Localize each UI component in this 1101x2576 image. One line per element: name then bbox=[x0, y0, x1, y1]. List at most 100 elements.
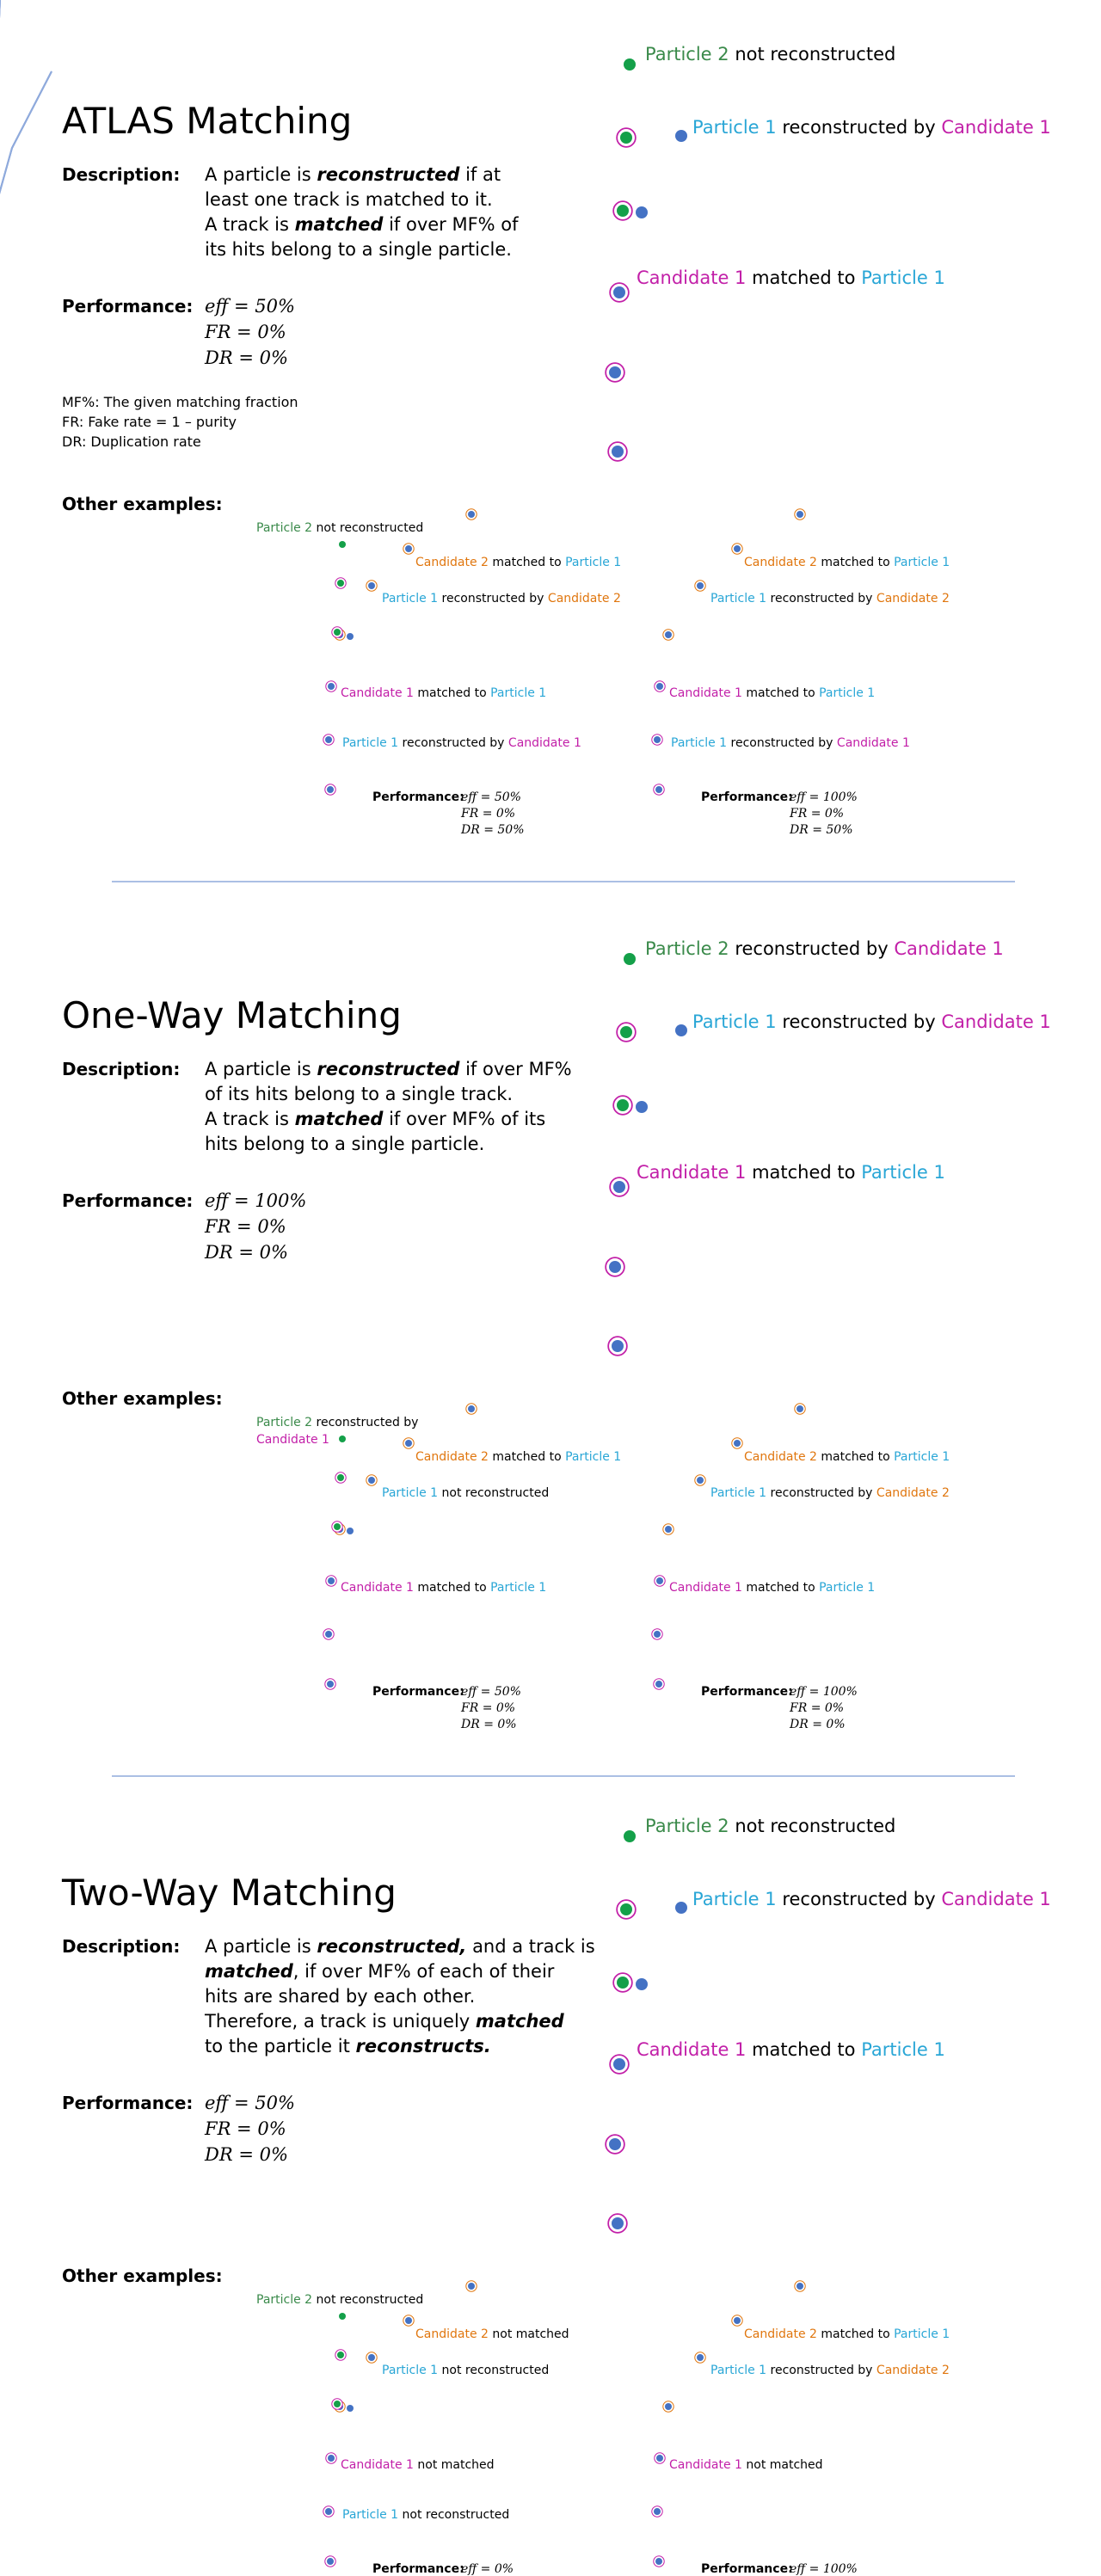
label-candidate-2: Candidate 2 bbox=[744, 556, 817, 569]
section-3: Two-Way Matching Description: A particle i… bbox=[0, 0, 1051, 2576]
label-reconstructed-by: reconstructed by bbox=[766, 2364, 872, 2377]
label-candidate-2: Candidate 2 bbox=[872, 592, 949, 606]
blue-hit bbox=[612, 1340, 624, 1352]
blue-hit bbox=[697, 2354, 704, 2361]
blue-hit bbox=[609, 1261, 621, 1273]
plain-text: its hits belong to a single particle. bbox=[205, 239, 512, 260]
example-label: Candidate 2 matched to Particle 1 bbox=[744, 2327, 950, 2341]
example-performance-metric-line: FR = 0% bbox=[460, 1701, 515, 1715]
blue-hit bbox=[327, 2558, 334, 2565]
label-candidate-2: Candidate 2 bbox=[415, 1450, 489, 1464]
plain-text: if over MF% of its bbox=[383, 1109, 545, 1129]
label-candidate-2: Candidate 2 bbox=[872, 1486, 949, 1500]
label-particle-1: Particle 1 bbox=[856, 2039, 945, 2060]
footnote: MF%: The given matching fraction bbox=[62, 394, 298, 410]
example-performance-metric-line: DR = 0% bbox=[460, 1718, 517, 1731]
example-performance-metric-line: DR = 50% bbox=[460, 823, 525, 837]
performance-metric-line: DR = 0% bbox=[204, 1242, 288, 1263]
example-performance-metric-line: eff = 50% bbox=[461, 1685, 521, 1699]
blue-hit bbox=[612, 446, 624, 458]
label-not-matched: not matched bbox=[742, 2458, 823, 2472]
blue-hit bbox=[734, 545, 741, 552]
label-candidate-1: Candidate 1 bbox=[936, 1011, 1051, 1032]
label-candidate-2: Candidate 2 bbox=[415, 556, 489, 569]
blue-hit bbox=[468, 2283, 475, 2290]
example-label: Particle 1 not reconstructed bbox=[382, 1486, 549, 1500]
section-title: Two-Way Matching bbox=[61, 1872, 397, 1914]
blue-hit bbox=[327, 786, 334, 793]
green-hit bbox=[624, 953, 636, 965]
plain-text: if over MF% bbox=[459, 1059, 571, 1079]
blue-hit bbox=[636, 206, 648, 218]
example-label: Particle 1 reconstructed by Candidate 2 bbox=[710, 1486, 950, 1500]
label-particle-1: Particle 1 bbox=[890, 1450, 950, 1464]
blue-hit bbox=[468, 511, 475, 518]
label-particle-1: Particle 1 bbox=[382, 592, 438, 606]
emphasis-text: reconstructed bbox=[317, 1059, 460, 1079]
label-candidate-1: Candidate 1 bbox=[936, 117, 1051, 138]
section-title: ATLAS Matching bbox=[62, 100, 352, 142]
label-candidate-1: Candidate 1 bbox=[637, 1162, 746, 1183]
other-examples-label: Other examples: bbox=[62, 1388, 223, 1409]
performance-label: Performance: bbox=[62, 2093, 193, 2113]
label-particle-1: Particle 1 bbox=[692, 1011, 777, 1032]
example-performance-metric-line: eff = 100% bbox=[790, 790, 858, 804]
label-particle-1: Particle 1 bbox=[382, 1486, 438, 1500]
blue-hit bbox=[654, 1631, 661, 1638]
blue-hit bbox=[368, 2354, 375, 2361]
label-particle-1: Particle 1 bbox=[382, 2364, 438, 2377]
label-candidate-2: Candidate 2 bbox=[544, 592, 620, 606]
label-not-reconstructed: not reconstructed bbox=[729, 44, 896, 65]
green-hit bbox=[337, 2352, 344, 2358]
label-particle-1: Particle 1 bbox=[342, 2508, 398, 2522]
example-label: Particle 2 not reconstructed bbox=[256, 521, 423, 535]
blue-hit bbox=[665, 631, 672, 638]
label-candidate-1: Candidate 1 bbox=[889, 938, 1004, 959]
performance-metric-line: DR = 0% bbox=[204, 347, 288, 368]
label-particle-1: Particle 1 bbox=[562, 1450, 622, 1464]
main-label: Candidate 1 matched to Particle 1 bbox=[637, 2039, 945, 2060]
green-hit bbox=[337, 580, 344, 587]
blue-hit bbox=[405, 545, 412, 552]
performance-metric-line: DR = 0% bbox=[204, 2144, 288, 2165]
description-line: Therefore, a track is uniquely matched bbox=[204, 2011, 565, 2032]
description-line: hits are shared by each other. bbox=[205, 1986, 475, 2007]
label-not-reconstructed: not reconstructed bbox=[312, 521, 423, 535]
plain-text: hits belong to a single particle. bbox=[205, 1134, 484, 1154]
blue-hit bbox=[609, 2138, 621, 2150]
main-label: Particle 2 reconstructed by Candidate 1 bbox=[645, 938, 1004, 959]
blue-hit bbox=[405, 2317, 412, 2324]
label-matched-to: matched to bbox=[489, 1450, 562, 1464]
plain-text: of its hits belong to a single track. bbox=[205, 1084, 513, 1104]
description-line: hits belong to a single particle. bbox=[205, 1134, 484, 1154]
green-hit bbox=[339, 1436, 346, 1442]
label-candidate-1: Candidate 1 bbox=[341, 686, 414, 700]
label-reconstructed-by: reconstructed by bbox=[438, 592, 544, 606]
label-particle-2: Particle 2 bbox=[256, 521, 312, 535]
plain-text: A particle is bbox=[205, 1059, 317, 1079]
example-2: Candidate 2 matched to Particle 1Particl… bbox=[0, 0, 950, 2576]
blue-hit bbox=[734, 2317, 741, 2324]
green-hit bbox=[334, 2401, 341, 2407]
example-label: Particle 2 reconstructed by bbox=[256, 1416, 418, 1429]
example-performance-metric-line: DR = 0% bbox=[789, 1718, 846, 1731]
example-label: Candidate 2 not matched bbox=[415, 2327, 569, 2341]
particle-1-track bbox=[0, 71, 52, 194]
other-examples-label: Other examples: bbox=[62, 2266, 223, 2286]
blue-hit bbox=[797, 511, 803, 518]
label-particle-2: Particle 2 bbox=[256, 2293, 312, 2307]
example-performance-label: Performance: bbox=[701, 790, 793, 804]
footnote: FR: Fake rate = 1 – purity bbox=[62, 414, 237, 430]
blue-hit bbox=[697, 582, 704, 589]
plain-text: Therefore, a track is uniquely bbox=[204, 2011, 476, 2032]
example-label: Particle 2 not reconstructed bbox=[256, 2293, 423, 2307]
example-performance-label: Performance: bbox=[372, 2562, 464, 2576]
example-performance-metric-line: eff = 0% bbox=[461, 2562, 514, 2576]
blue-hit bbox=[656, 2455, 663, 2462]
label-particle-1: Particle 1 bbox=[487, 1581, 547, 1595]
main-label: Particle 1 reconstructed by Candidate 1 bbox=[692, 1011, 1051, 1032]
emphasis-text: reconstructed, bbox=[317, 1936, 466, 1957]
label-reconstructed-by: reconstructed by bbox=[727, 736, 833, 750]
example-performance-label: Performance: bbox=[372, 1685, 464, 1699]
description-line: to the particle it reconstructs. bbox=[205, 2036, 491, 2056]
